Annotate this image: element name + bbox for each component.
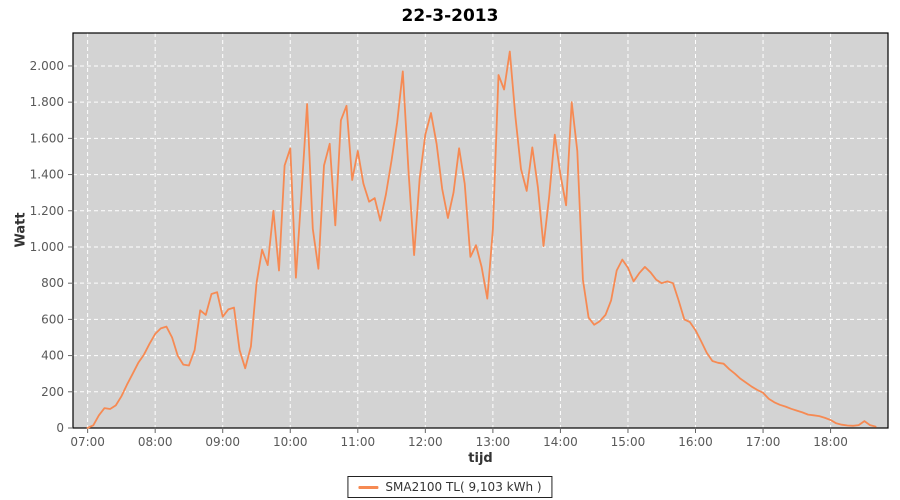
series-line (86, 50, 877, 429)
x-tick-label: 18:00 (813, 435, 848, 449)
x-tick-label: 13:00 (476, 435, 511, 449)
legend-label: SMA2100 TL( 9,103 kWh ) (385, 480, 542, 494)
x-tick-label: 09:00 (205, 435, 240, 449)
chart-title: 22-3-2013 (401, 6, 499, 26)
x-tick-label: 15:00 (611, 435, 646, 449)
y-tick-label: 1.400 (30, 168, 64, 182)
x-tick-label: 16:00 (678, 435, 713, 449)
y-tick-label: 400 (41, 349, 64, 363)
y-tick-label: 1.800 (30, 95, 64, 109)
y-tick-label: 600 (41, 312, 64, 326)
x-axis-title: tijd (468, 451, 493, 466)
legend: SMA2100 TL( 9,103 kWh ) (347, 476, 553, 498)
x-tick-label: 14:00 (543, 435, 578, 449)
x-tick-label: 17:00 (746, 435, 781, 449)
x-tick-label: 07:00 (70, 435, 105, 449)
y-tick-label: 1.000 (30, 240, 64, 254)
y-tick-label: 0 (56, 421, 64, 435)
y-tick-label: 200 (41, 385, 64, 399)
y-axis-title: Watt (13, 212, 29, 248)
x-tick-label: 08:00 (138, 435, 173, 449)
y-tick-label: 1.200 (30, 204, 64, 218)
x-tick-label: 10:00 (273, 435, 308, 449)
y-tick-label: 800 (41, 276, 64, 290)
legend-line-swatch (358, 485, 379, 489)
y-tick-label: 1.600 (30, 131, 64, 145)
plot-area (73, 33, 888, 428)
x-tick-label: 12:00 (408, 435, 443, 449)
plot-border (72, 32, 889, 429)
x-tick-label: 11:00 (341, 435, 376, 449)
y-tick-label: 2.000 (30, 59, 64, 73)
